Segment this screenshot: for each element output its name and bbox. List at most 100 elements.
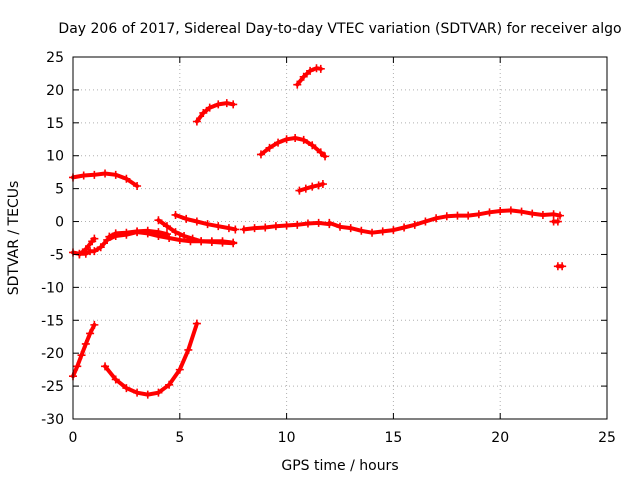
- series-track-line: [77, 236, 97, 257]
- y-tick-label: 25: [46, 50, 64, 66]
- data-point: [301, 184, 310, 193]
- data-point: [171, 228, 180, 237]
- data-point: [291, 133, 300, 142]
- data-point: [549, 210, 558, 219]
- series-track-8: [239, 218, 334, 234]
- data-point: [282, 135, 291, 144]
- data-point: [553, 217, 562, 226]
- data-point: [73, 362, 82, 371]
- data-point: [143, 390, 152, 399]
- y-tick-label: 0: [55, 215, 64, 231]
- data-point: [205, 103, 214, 112]
- data-point: [282, 221, 291, 230]
- y-tick-label: 15: [46, 116, 64, 132]
- data-point: [96, 243, 105, 252]
- series-track-14: [553, 262, 567, 271]
- data-point: [175, 235, 184, 244]
- series-track-3: [105, 226, 171, 241]
- data-point: [293, 220, 302, 229]
- data-point: [214, 222, 223, 231]
- data-point: [318, 180, 327, 189]
- data-point: [299, 72, 308, 81]
- data-point: [325, 218, 334, 227]
- data-point: [274, 138, 283, 147]
- data-point: [162, 222, 171, 231]
- data-point: [81, 339, 90, 348]
- y-tick-label: -10: [41, 280, 64, 296]
- data-point: [239, 225, 248, 234]
- series-track-12: [325, 206, 565, 237]
- data-point: [400, 223, 409, 232]
- data-points: [69, 64, 567, 399]
- series-track-9: [256, 133, 330, 161]
- data-point: [517, 207, 526, 216]
- x-tick-label: 0: [69, 430, 78, 446]
- data-point: [496, 207, 505, 216]
- data-point: [101, 362, 110, 371]
- y-tick-label: 5: [55, 182, 64, 198]
- data-point: [133, 182, 142, 191]
- data-point: [81, 245, 90, 254]
- data-point: [229, 239, 238, 248]
- data-point: [308, 141, 317, 150]
- data-point: [506, 206, 515, 215]
- y-tick-label: -25: [41, 379, 64, 395]
- data-point: [192, 319, 201, 328]
- y-tick-label: -15: [41, 313, 64, 329]
- data-point: [314, 181, 323, 190]
- ticks: 0 5 10 15 20 25 -30 -25 -20 -15 -10 -5 0 5 10 15 20 25: [41, 50, 616, 446]
- data-point: [122, 174, 131, 183]
- data-point: [111, 170, 120, 179]
- data-point: [357, 226, 366, 235]
- data-point: [180, 232, 189, 241]
- data-point: [175, 365, 184, 374]
- data-point: [316, 148, 325, 157]
- data-point: [188, 234, 197, 243]
- data-point: [77, 351, 86, 360]
- data-point: [90, 170, 99, 179]
- y-axis-label: SDTVAR / TECUs: [6, 181, 22, 296]
- data-point: [558, 262, 567, 271]
- series-track-2: [75, 234, 99, 259]
- data-point: [265, 143, 274, 152]
- data-point: [218, 238, 227, 247]
- y-tick-label: -5: [50, 247, 64, 263]
- data-point: [203, 220, 212, 229]
- data-point: [122, 228, 131, 237]
- series-track-5: [154, 216, 238, 248]
- data-point: [184, 345, 193, 354]
- series-track-11: [295, 180, 327, 195]
- data-point: [165, 380, 174, 389]
- data-point: [182, 214, 191, 223]
- data-point: [314, 218, 323, 227]
- x-tick-label: 5: [175, 430, 184, 446]
- data-point: [389, 226, 398, 235]
- data-point: [171, 210, 180, 219]
- data-point: [474, 210, 483, 219]
- data-point: [154, 388, 163, 397]
- data-point: [122, 384, 131, 393]
- data-point: [197, 237, 206, 246]
- data-point: [295, 186, 304, 195]
- data-point: [453, 211, 462, 220]
- data-point: [90, 247, 99, 256]
- data-point: [105, 232, 114, 241]
- data-point: [111, 375, 120, 384]
- data-point: [528, 209, 537, 218]
- x-axis-label: GPS time / hours: [281, 458, 398, 474]
- data-point: [421, 217, 430, 226]
- data-point: [432, 214, 441, 223]
- data-point: [308, 182, 317, 191]
- data-point: [222, 99, 231, 108]
- x-tick-label: 10: [278, 430, 296, 446]
- series-track-line: [103, 321, 199, 397]
- data-point: [410, 220, 419, 229]
- data-point: [199, 108, 208, 117]
- data-point: [207, 237, 216, 246]
- series-track-16: [101, 319, 201, 399]
- data-point: [538, 210, 547, 219]
- data-point: [90, 234, 99, 243]
- data-point: [79, 171, 88, 180]
